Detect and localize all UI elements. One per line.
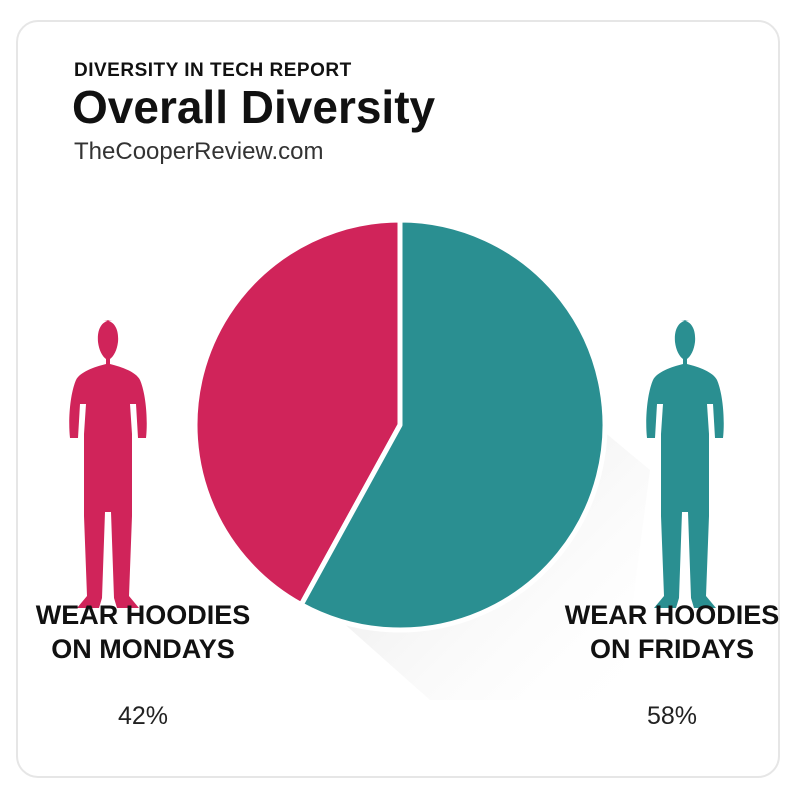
card (16, 20, 780, 778)
pie-slice (298, 217, 608, 633)
pie (192, 217, 608, 633)
figure-shape (69, 320, 147, 608)
kicker: DIVERSITY IN TECH REPORT (74, 60, 352, 81)
category-label: WEAR HOODIES ON FRIDAYS (564, 600, 780, 664)
category-label: WEAR HOODIES ON MONDAYS (35, 600, 251, 664)
figure-shape (646, 320, 724, 608)
value-label: 42% (117, 702, 169, 730)
chart-title: Overall Diversity (72, 81, 436, 133)
value-label: 58% (646, 702, 698, 730)
figure (69, 320, 147, 608)
subtitle: TheCooperReview.com (74, 138, 324, 165)
pie-slice (192, 217, 403, 608)
figure (646, 320, 724, 608)
